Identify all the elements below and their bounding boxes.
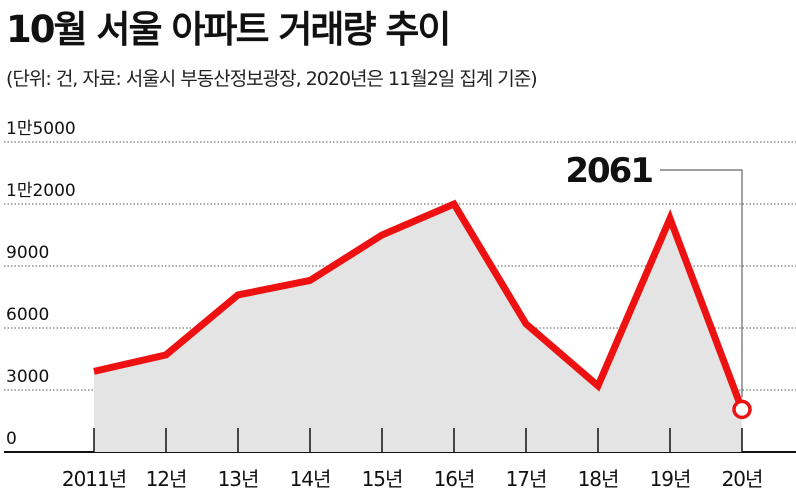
chart-title: 10월 서울 아파트 거래량 추이 xyxy=(6,8,451,51)
highlight-point xyxy=(732,399,752,420)
value-annotation: 2061 xyxy=(565,151,743,398)
y-tick-label: 6000 xyxy=(6,305,49,325)
x-tick-label: 15년 xyxy=(362,467,403,491)
x-tick-label: 14년 xyxy=(290,467,331,491)
x-tick-label: 20년 xyxy=(722,467,763,491)
x-tick-label: 16년 xyxy=(434,467,475,491)
x-axis-labels: 2011년 12년 13년 14년 15년 16년 17년 18년 19년 20년 xyxy=(62,467,764,491)
chart-subtitle: (단위: 건, 자료: 서울시 부동산정보광장, 2020년은 11월2일 집계… xyxy=(6,68,538,90)
x-tick-label: 12년 xyxy=(146,467,187,491)
y-tick-label: 0 xyxy=(6,429,17,449)
y-axis-labels: 1만5000 1만2000 9000 6000 3000 0 xyxy=(6,119,76,449)
annotation-leader-line xyxy=(660,169,743,398)
y-tick-label: 9000 xyxy=(6,243,49,263)
annotation-label: 2061 xyxy=(565,151,652,191)
y-tick-label: 1만2000 xyxy=(6,181,76,201)
x-axis-ticks xyxy=(93,428,743,452)
data-points xyxy=(732,399,752,420)
x-tick-label: 13년 xyxy=(218,467,259,491)
y-tick-label: 3000 xyxy=(6,367,49,387)
x-tick-label: 18년 xyxy=(578,467,619,491)
x-tick-label: 19년 xyxy=(650,467,691,491)
series-line xyxy=(93,199,746,411)
area-fill xyxy=(94,204,742,452)
x-tick-label: 2011년 xyxy=(62,467,126,491)
y-tick-label: 1만5000 xyxy=(6,119,76,139)
x-tick-label: 17년 xyxy=(506,467,547,491)
